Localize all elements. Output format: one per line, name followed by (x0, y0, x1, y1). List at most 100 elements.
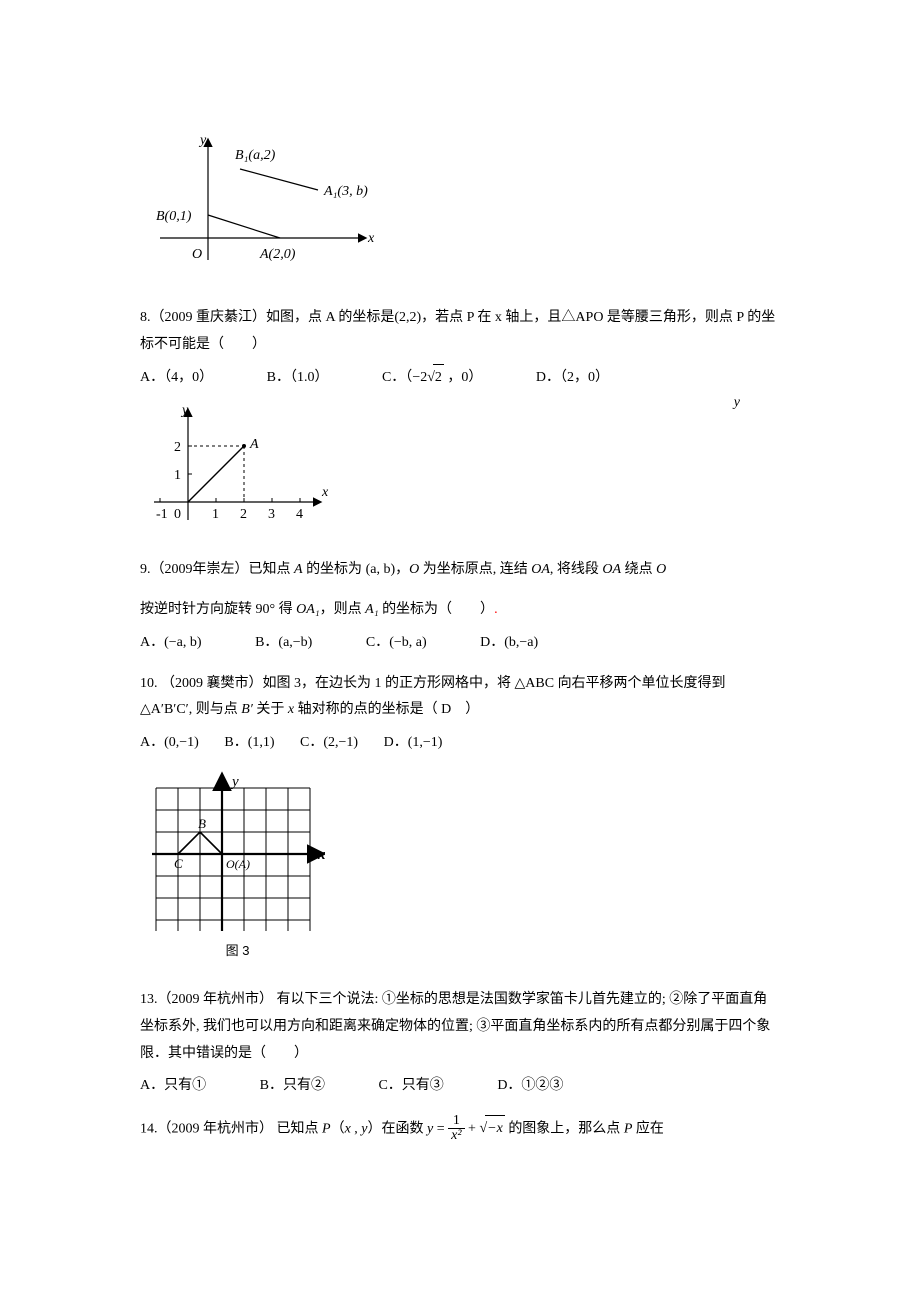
opt-8-c: C．（−2√2 ，0） (382, 364, 482, 392)
opt-10-c: C．(2,−1) (300, 730, 358, 757)
q9-t8: ，则点 (320, 602, 366, 617)
opt-10-a-val: (0,−1) (164, 735, 199, 750)
q9-t5: , 将线段 (550, 562, 603, 577)
opt-8-c-rad: 2 (433, 364, 444, 392)
q10-t1: 10. （2009 襄樊市）如图 3，在边长为 1 的正方形网格中，将 (140, 676, 515, 691)
opt-10-b-val: (1,1) (248, 735, 275, 750)
q9-coord: (a, b) (366, 562, 396, 577)
opt-10-d: D．(1,−1) (384, 730, 443, 757)
q10-Bp: B′ (241, 702, 253, 717)
q14-plus: + (465, 1121, 480, 1136)
opt-9-b-val: (a,−b) (278, 635, 312, 650)
opt-8-d: D．（2，0） (536, 365, 609, 392)
opt-8-c-pre: C．（ (382, 370, 412, 385)
opt-10-b-pre: B． (224, 735, 247, 750)
svg-text:A₁(3, b): A₁(3, b) (323, 184, 368, 199)
sqrt-icon: √−x (479, 1115, 504, 1143)
q9-OA: OA (531, 562, 550, 577)
q14-eq: = (433, 1121, 448, 1136)
opt-10-a: A．(0,−1) (140, 730, 199, 757)
q9-O: O (409, 562, 419, 577)
q14-num: 1 (448, 1114, 464, 1129)
opt-9-b: B．(a,−b) (255, 630, 312, 657)
sqrt-icon: √2 (427, 364, 444, 392)
q9-t9: 的坐标为（ ） (379, 602, 495, 617)
q14-P: P (322, 1121, 331, 1136)
q9-t4: 为坐标原点, 连结 (419, 562, 531, 577)
svg-text:B₁(a,2): B₁(a,2) (235, 148, 276, 163)
q14-t5: 的图象上，那么点 (505, 1121, 624, 1136)
opt-9-d: D．(b,−a) (480, 630, 538, 657)
svg-text:x: x (367, 231, 375, 246)
svg-text:1: 1 (174, 468, 181, 483)
q14-t1: 14.（2009 年杭州市） 已知点 (140, 1121, 322, 1136)
opt-8-c-val: −2 (412, 370, 427, 385)
opt-9-a-val: (−a, b) (164, 635, 201, 650)
opt-9-d-pre: D． (480, 635, 504, 650)
opt-13-b: B．只有② (260, 1073, 325, 1100)
svg-fig3: y x O(A) B C (150, 766, 325, 931)
svg-text:0: 0 (174, 507, 181, 522)
q10-t4: 关于 (253, 702, 288, 717)
svg-text:x: x (317, 847, 325, 863)
svg-text:2: 2 (240, 507, 247, 522)
options-9: A．(−a, b) B．(a,−b) C．(−b, a) D．(b,−a) (140, 630, 780, 657)
opt-13-c: C．只有③ (378, 1073, 443, 1100)
svg-text:1: 1 (212, 507, 219, 522)
opt-8-a: A．（4，0） (140, 365, 213, 392)
figure-q10: yxO(A)BC 图 3 (150, 766, 325, 959)
q10-t2: 向右平移两个单位长度得到 (554, 676, 726, 691)
q9-t2: 的坐标为 (303, 562, 366, 577)
q9-t7: 按逆时针方向旋转 90° 得 (140, 602, 296, 617)
svg-text:A: A (249, 437, 259, 452)
svg-text:C: C (174, 856, 183, 871)
q14-rad: −x (485, 1115, 505, 1143)
q9-OA1: OA₁ (296, 602, 320, 617)
opt-9-a: A．(−a, b) (140, 630, 202, 657)
opt-9-a-pre: A． (140, 635, 164, 650)
svg-text:-1: -1 (156, 507, 168, 522)
q9-A: A (294, 562, 303, 577)
svg-text:A(2,0): A(2,0) (259, 247, 296, 262)
svg-text:O(A): O(A) (226, 857, 250, 871)
opt-9-c: C．(−b, a) (366, 630, 427, 657)
figure-q7: yxOB(0,1)A(2,0)B₁(a,2)A₁(3, b) (150, 130, 780, 285)
options-10: A．(0,−1) B．(1,1) C．(2,−1) D．(1,−1) (140, 730, 780, 757)
opt-13-d: D．①②③ (497, 1073, 563, 1100)
svg-text:y: y (230, 774, 239, 790)
opt-9-d-val: (b,−a) (504, 635, 538, 650)
q9-t6: 绕点 (621, 562, 656, 577)
svg-text:y: y (180, 403, 189, 418)
opt-10-c-pre: C． (300, 735, 323, 750)
options-13: A．只有① B．只有② C．只有③ D．①②③ (140, 1073, 780, 1100)
opt-13-a: A．只有① (140, 1073, 206, 1100)
opt-10-d-pre: D． (384, 735, 408, 750)
question-8: 8.（2009 重庆綦江）如图，点 A 的坐标是(2,2)，若点 P 在 x 轴… (140, 305, 780, 358)
svg-text:3: 3 (268, 507, 275, 522)
question-13: 13.（2009 年杭州市） 有以下三个说法: ①坐标的思想是法国数学家笛卡儿首… (140, 987, 780, 1067)
question-10: 10. （2009 襄樊市）如图 3，在边长为 1 的正方形网格中，将 △ABC… (140, 671, 780, 724)
opt-10-c-val: (2,−1) (323, 735, 358, 750)
q10-t5: 轴对称的点的坐标是（ D ） (294, 702, 479, 717)
q10-t3: , 则与点 (189, 702, 242, 717)
q9-t3: ， (395, 562, 409, 577)
svg-text:y: y (198, 133, 207, 148)
q10-tri1: △ABC (515, 676, 555, 691)
q9-O2: O (656, 562, 666, 577)
figure-q8: -11234120yxA (150, 402, 780, 537)
q14-den: x² (448, 1128, 464, 1144)
opt-9-c-val: (−b, a) (389, 635, 426, 650)
question-9-line2: 按逆时针方向旋转 90° 得 OA₁，则点 A₁ 的坐标为（ ）. (140, 597, 780, 624)
svg-text:B: B (198, 816, 206, 831)
opt-8-b: B．（1.0） (267, 365, 329, 392)
q9-OA2: OA (602, 562, 621, 577)
svg-fig2: -11234120yxA (150, 402, 330, 532)
opt-10-a-pre: A． (140, 735, 164, 750)
q14-t6: 应在 (632, 1121, 664, 1136)
opt-9-c-pre: C． (366, 635, 389, 650)
svg-text:x: x (321, 485, 329, 500)
stray-y-label: y (734, 390, 740, 417)
q14-t2: （ (331, 1121, 345, 1136)
red-dot-icon: . (494, 602, 498, 617)
opt-10-d-val: (1,−1) (408, 735, 443, 750)
